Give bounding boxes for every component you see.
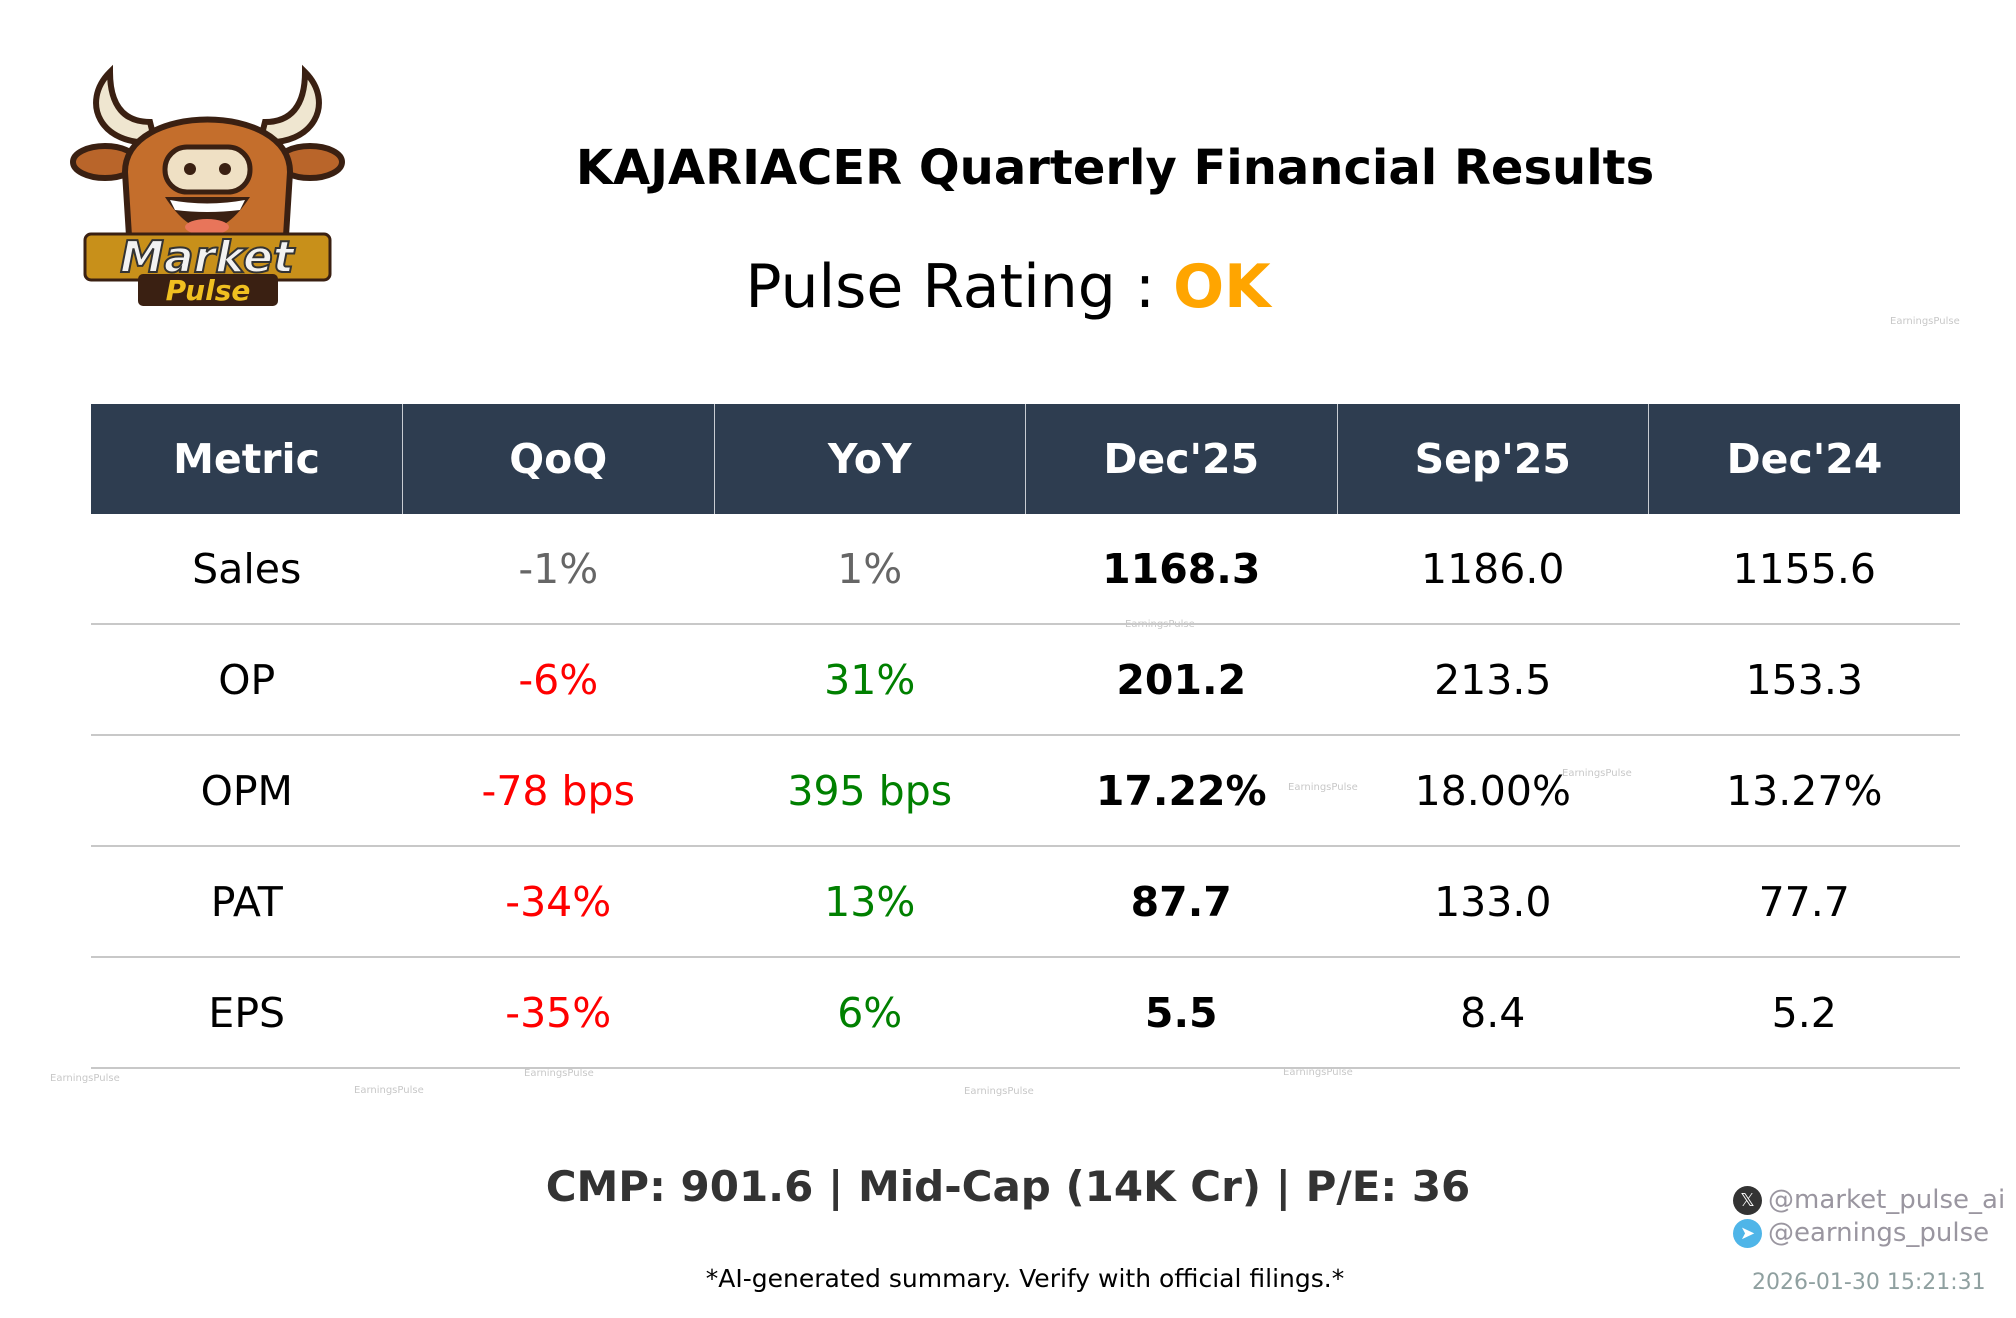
previous-quarter-cell: 133.0 <box>1337 846 1649 958</box>
disclaimer: *AI-generated summary. Verify with offic… <box>705 1264 1345 1293</box>
qoq-cell: -6% <box>402 624 714 736</box>
last-year-quarter-cell: 5.2 <box>1648 957 1960 1069</box>
current-quarter-cell: 1168.3 <box>1025 514 1337 625</box>
watermark: EarningsPulse <box>1125 619 1195 630</box>
header-last-year-quarter: Dec'24 <box>1648 404 1960 514</box>
timestamp: 2026-01-30 15:21:31 <box>1752 1270 1986 1295</box>
x-handle: @market_pulse_ai <box>1768 1185 2006 1215</box>
yoy-cell: 31% <box>714 624 1026 736</box>
last-year-quarter-cell: 77.7 <box>1648 846 1960 958</box>
last-year-quarter-cell: 13.27% <box>1648 735 1960 847</box>
yoy-cell: 6% <box>714 957 1026 1069</box>
pulse-rating-label: Pulse Rating : <box>745 252 1156 322</box>
current-quarter-cell: 201.2 <box>1025 624 1337 736</box>
metric-cell: OP <box>91 624 403 736</box>
last-year-quarter-cell: 153.3 <box>1648 624 1960 736</box>
header-previous-quarter: Sep'25 <box>1336 404 1649 514</box>
header-current-quarter: Dec'25 <box>1025 404 1337 514</box>
yoy-cell: 13% <box>714 846 1026 958</box>
watermark: EarningsPulse <box>1890 316 1960 327</box>
watermark: EarningsPulse <box>1288 782 1358 793</box>
page-title: KAJARIACER Quarterly Financial Results <box>575 140 1655 196</box>
previous-quarter-cell: 8.4 <box>1337 957 1649 1069</box>
pulse-rating: Pulse Rating : OK <box>0 252 2016 322</box>
watermark: EarningsPulse <box>1283 1067 1353 1078</box>
x-handle-link[interactable]: 𝕏 @market_pulse_ai <box>1733 1185 2005 1215</box>
metric-cell: OPM <box>91 735 403 847</box>
last-year-quarter-cell: 1155.6 <box>1648 514 1960 625</box>
x-logo-icon: 𝕏 <box>1733 1185 1762 1215</box>
current-quarter-cell: 87.7 <box>1025 846 1337 958</box>
qoq-cell: -35% <box>402 957 714 1069</box>
watermark: EarningsPulse <box>354 1085 424 1096</box>
previous-quarter-cell: 18.00% <box>1337 735 1649 847</box>
header-metric: Metric <box>91 404 403 514</box>
header-yoy: YoY <box>713 404 1026 514</box>
logo-text-pulse: Pulse <box>166 274 251 307</box>
metric-cell: Sales <box>91 514 403 625</box>
metric-cell: EPS <box>91 957 403 1069</box>
table-row: EPS -35% 6% 5.5 8.4 5.2 <box>91 957 1960 1069</box>
telegram-handle-link[interactable]: ➤ @earnings_pulse <box>1733 1218 1989 1248</box>
table-row: Sales -1% 1% 1168.3 1186.0 1155.6 <box>91 514 1960 625</box>
header-qoq: QoQ <box>402 404 714 514</box>
qoq-cell: -78 bps <box>402 735 714 847</box>
telegram-handle: @earnings_pulse <box>1768 1218 1990 1248</box>
watermark: EarningsPulse <box>964 1086 1034 1097</box>
yoy-cell: 395 bps <box>714 735 1026 847</box>
telegram-icon: ➤ <box>1733 1218 1762 1248</box>
market-pulse-logo: Market Pulse <box>70 62 345 312</box>
watermark: EarningsPulse <box>50 1073 120 1084</box>
table-row: OPM -78 bps 395 bps 17.22% 18.00% 13.27% <box>91 735 1960 847</box>
watermark: EarningsPulse <box>1562 768 1632 779</box>
table-header-row: Metric QoQ YoY Dec'25 Sep'25 Dec'24 <box>91 404 1960 514</box>
table-row: OP -6% 31% 201.2 213.5 153.3 <box>91 624 1960 736</box>
pulse-rating-value: OK <box>1173 252 1271 322</box>
watermark: EarningsPulse <box>524 1068 594 1079</box>
market-summary: CMP: 901.6 | Mid-Cap (14K Cr) | P/E: 36 <box>545 1162 1471 1211</box>
qoq-cell: -34% <box>402 846 714 958</box>
current-quarter-cell: 5.5 <box>1025 957 1337 1069</box>
results-table: Metric QoQ YoY Dec'25 Sep'25 Dec'24 Sale… <box>91 404 1960 1069</box>
previous-quarter-cell: 1186.0 <box>1337 514 1649 625</box>
metric-cell: PAT <box>91 846 403 958</box>
qoq-cell: -1% <box>402 514 714 625</box>
current-quarter-cell: 17.22% <box>1025 735 1337 847</box>
table-row: PAT -34% 13% 87.7 133.0 77.7 <box>91 846 1960 958</box>
yoy-cell: 1% <box>714 514 1026 625</box>
previous-quarter-cell: 213.5 <box>1337 624 1649 736</box>
